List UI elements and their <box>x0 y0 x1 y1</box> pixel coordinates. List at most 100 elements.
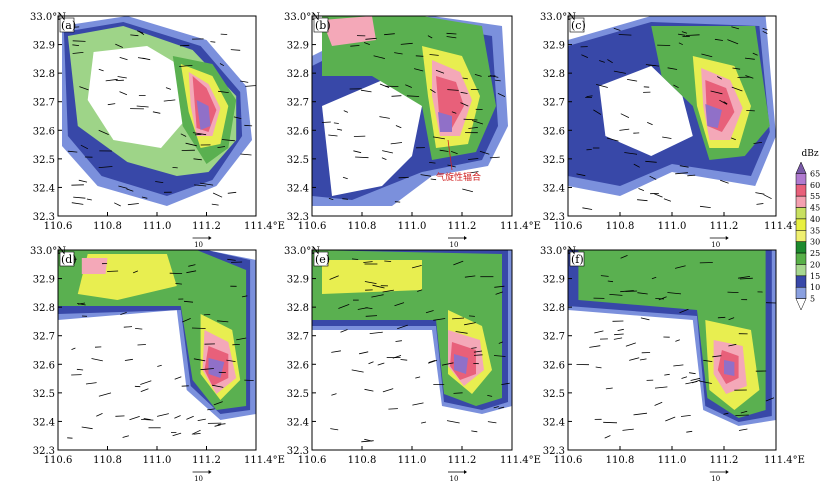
colorbar-swatch <box>795 286 807 299</box>
y-tick-label: 32.9 <box>543 41 565 52</box>
wind-vector <box>455 331 468 334</box>
x-tick-label: 111.4°E <box>764 221 805 232</box>
reflectivity-field <box>58 16 256 216</box>
wind-vector <box>732 67 741 70</box>
wind-vector <box>675 265 686 269</box>
wind-vector <box>633 163 640 168</box>
wind-vector <box>446 36 457 39</box>
wind-vector <box>618 34 632 36</box>
y-tick-label: 32.6 <box>287 360 309 371</box>
colorbar-swatch <box>795 195 807 208</box>
wind-vector <box>398 176 409 179</box>
y-tick-label: 33.0°N <box>30 12 66 23</box>
x-tick-label: 110.6 <box>554 221 583 232</box>
wind-vector <box>71 347 76 350</box>
wind-vector <box>395 125 402 129</box>
wind-vector <box>80 144 89 150</box>
wind-vector <box>739 277 753 280</box>
echo-contour-white <box>312 320 432 450</box>
echo-contour-pink <box>322 16 376 46</box>
colorbar-level-label: 30 <box>810 238 820 247</box>
y-tick-label: 32.4 <box>287 417 309 428</box>
y-tick-label: 32.3 <box>543 212 565 223</box>
y-tick-label: 32.4 <box>33 183 55 194</box>
wind-vector <box>175 283 182 285</box>
colorbar-swatch <box>795 264 807 277</box>
wind-vector <box>604 435 611 439</box>
x-tick-label: 111.2 <box>192 455 221 466</box>
wind-vector <box>451 111 457 114</box>
colorbar-swatch <box>795 173 807 186</box>
panel-label-box <box>313 17 329 33</box>
y-tick-label: 32.4 <box>33 417 55 428</box>
echo-contour-purple <box>705 104 722 128</box>
wind-vector <box>180 133 187 137</box>
echo-contour-purple <box>196 100 211 130</box>
wind-vector <box>489 156 500 159</box>
wind-vector <box>98 166 113 168</box>
wind-vector <box>740 410 748 414</box>
reflectivity-field <box>312 250 512 450</box>
wind-vector <box>673 84 679 89</box>
wind-vector <box>141 419 154 421</box>
wind-vector <box>351 258 359 260</box>
wind-vector <box>679 165 689 168</box>
wind-vector <box>640 317 650 321</box>
x-tick-label: 111.0 <box>143 221 172 232</box>
wind-vector <box>435 69 445 74</box>
wind-vector <box>710 90 723 95</box>
wind-vector <box>119 91 128 96</box>
wind-vector <box>342 198 349 200</box>
wind-vector <box>81 426 93 430</box>
wind-vector <box>691 379 701 384</box>
wind-vector <box>633 412 648 416</box>
wind-vector <box>753 142 763 144</box>
colorbar-swatch <box>795 298 807 311</box>
echo-contour-white <box>322 76 422 196</box>
echo-contour-purple <box>724 360 735 376</box>
wind-vector <box>662 136 672 139</box>
wind-vector <box>703 359 713 362</box>
wind-vector <box>494 285 505 288</box>
colorbar-swatch <box>795 252 807 265</box>
wind-vector <box>647 122 653 126</box>
wind-vector <box>727 39 739 45</box>
wind-vector <box>464 322 476 326</box>
wind-vector <box>471 430 478 433</box>
wind-vector <box>180 44 190 47</box>
wind-vector <box>115 43 123 48</box>
wind-vector <box>415 55 424 57</box>
wind-vector <box>114 202 121 207</box>
y-tick-label: 33.0°N <box>540 246 576 257</box>
colorbar-swatch <box>795 218 807 231</box>
colorbar-level-label: 10 <box>810 283 820 292</box>
wind-vector <box>188 264 196 267</box>
wind-vector <box>654 401 663 406</box>
x-tick-label: 111.4°E <box>500 455 541 466</box>
wind-vector <box>364 388 374 392</box>
wind-vector <box>430 178 437 181</box>
wind-vector <box>183 300 194 303</box>
wind-vector <box>699 380 712 384</box>
wind-vector <box>441 362 454 366</box>
panel-annotation: 气旋性辐合 <box>436 171 481 183</box>
x-tick-label: 110.6 <box>44 455 73 466</box>
wind-vector <box>624 152 638 155</box>
reference-vector-head <box>208 236 212 240</box>
wind-vector <box>687 174 696 177</box>
wind-vector <box>762 27 768 31</box>
wind-vector <box>373 55 385 59</box>
wind-vector <box>599 60 605 63</box>
wind-vector <box>221 139 235 142</box>
panel-label-box <box>59 17 75 33</box>
echo-contour-white <box>599 66 693 156</box>
wind-vector <box>627 79 638 82</box>
x-tick-label: 111.0 <box>143 455 172 466</box>
wind-vector <box>172 432 182 437</box>
x-tick-label: 111.2 <box>448 221 477 232</box>
colorbar-swatch <box>795 275 807 288</box>
wind-vector <box>230 49 241 51</box>
y-tick-label: 32.6 <box>287 126 309 137</box>
colorbar-swatch <box>795 184 807 197</box>
wind-vector <box>433 318 446 321</box>
